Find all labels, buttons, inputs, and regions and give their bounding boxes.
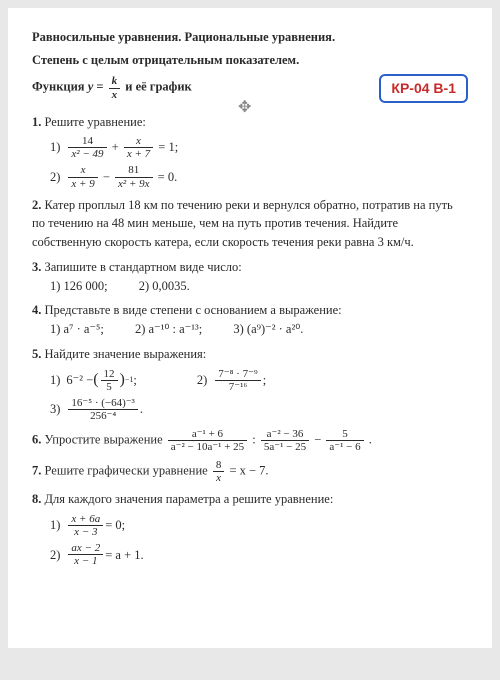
p8b-rhs: = a + 1. bbox=[105, 546, 143, 565]
problem-2: 2. Катер проплыл 18 км по течению реки и… bbox=[32, 196, 468, 252]
p1e2n1: x bbox=[81, 164, 86, 176]
p7-rhs: = x − 7. bbox=[229, 464, 268, 478]
p1-eq2: 2) xx + 9 − 81x² + 9x = 0. bbox=[50, 164, 468, 189]
problem-4: 4. Представьте в виде степени с основани… bbox=[32, 301, 468, 339]
p5bd: 7⁻¹⁶ bbox=[215, 381, 260, 393]
p5a-label: 1) bbox=[50, 371, 60, 390]
problem-7: 7. Решите графически уравнение 8x = x − … bbox=[32, 459, 468, 484]
func-frac: k x bbox=[109, 75, 121, 100]
func-suffix: и её график bbox=[125, 80, 191, 94]
worksheet-page: ✥ Равносильные уравнения. Рациональные у… bbox=[8, 8, 492, 648]
p8a: 1) x + 6ax − 3 = 0; bbox=[50, 513, 468, 538]
p3b: 2) 0,0035. bbox=[139, 279, 190, 293]
p6f1d: a⁻² − 10a⁻¹ + 25 bbox=[168, 441, 247, 453]
p1e1n2: x bbox=[136, 135, 141, 147]
p8an: x + 6a bbox=[71, 513, 100, 525]
p7fn: 8 bbox=[213, 459, 225, 472]
p4-num: 4. bbox=[32, 303, 41, 317]
p4a: 1) a⁷ · a⁻⁵; bbox=[50, 322, 104, 336]
p1-eq1-label: 1) bbox=[50, 138, 60, 157]
p5-num: 5. bbox=[32, 347, 41, 361]
p5aexp: −1 bbox=[125, 374, 134, 386]
func-k: k bbox=[112, 75, 118, 87]
title-line2: Степень с целым отрицательным показателе… bbox=[32, 51, 468, 70]
p1-eq2-label: 2) bbox=[50, 168, 60, 187]
p3-num: 3. bbox=[32, 260, 41, 274]
p8bd: x − 1 bbox=[74, 555, 97, 567]
p6-end: . bbox=[369, 432, 372, 446]
p5b-label: 2) bbox=[197, 371, 207, 390]
func-prefix: Функция bbox=[32, 80, 88, 94]
p1-text: Решите уравнение: bbox=[45, 115, 146, 129]
p5an: 12 bbox=[101, 368, 118, 381]
problem-5: 5. Найдите значение выражения: 1) 6⁻² − … bbox=[32, 345, 468, 422]
func-y: y bbox=[88, 80, 94, 94]
p4b: 2) a⁻¹⁰ : a⁻¹³; bbox=[135, 322, 202, 336]
p5b-end: ; bbox=[263, 371, 266, 390]
p5cn: 16⁻⁵ · (−64)⁻³ bbox=[68, 397, 137, 410]
p8a-label: 1) bbox=[50, 516, 60, 535]
p6f3n: 5 bbox=[326, 428, 363, 441]
p1-eq1: 1) 14x² − 49 + xx + 7 = 1; bbox=[50, 135, 468, 160]
p3-parts: 1) 126 000; 2) 0,0035. bbox=[50, 277, 468, 296]
p5bn: 7⁻⁸ · 7⁻⁹ bbox=[215, 368, 260, 381]
p5-text: Найдите значение выражения: bbox=[45, 347, 207, 361]
p1-num: 1. bbox=[32, 115, 41, 129]
p4c: 3) (a⁹)⁻² · a²⁰. bbox=[233, 322, 303, 336]
func-x: x bbox=[112, 89, 118, 101]
p6-num: 6. bbox=[32, 432, 41, 446]
p1e1n1: 14 bbox=[68, 135, 106, 148]
p1e2rhs: = 0. bbox=[158, 168, 178, 187]
p6-text: Упростите выражение bbox=[45, 432, 166, 446]
p8-num: 8. bbox=[32, 492, 41, 506]
p1e2d2: x² + 9x bbox=[118, 178, 150, 190]
p5ad: 5 bbox=[101, 381, 118, 393]
move-icon: ✥ bbox=[238, 96, 251, 120]
p1e1rhs: = 1; bbox=[158, 138, 178, 157]
p6f2n: a⁻² − 36 bbox=[261, 428, 309, 441]
p8b: 2) ax − 2x − 1 = a + 1. bbox=[50, 542, 468, 567]
p4-text: Представьте в виде степени с основанием … bbox=[45, 303, 342, 317]
p2-text: Катер проплыл 18 км по течению реки и ве… bbox=[32, 198, 453, 250]
p7-text: Решите графически уравнение bbox=[45, 464, 211, 478]
p5cd: 256⁻⁴ bbox=[68, 410, 137, 422]
p1e1d1: x² − 49 bbox=[71, 148, 103, 160]
p5c-end: . bbox=[140, 400, 143, 419]
p1e2n2: 81 bbox=[115, 164, 153, 177]
problem-6: 6. Упростите выражение a⁻¹ + 6a⁻² − 10a⁻… bbox=[32, 428, 468, 453]
p6-colon: : bbox=[252, 432, 259, 446]
p5c: 3) 16⁻⁵ · (−64)⁻³256⁻⁴ . bbox=[50, 397, 468, 422]
p5c-label: 3) bbox=[50, 400, 60, 419]
p1e2d1: x + 9 bbox=[71, 178, 94, 190]
p8b-label: 2) bbox=[50, 546, 60, 565]
p3-text: Запишите в стандартном виде число: bbox=[45, 260, 242, 274]
p8bn: ax − 2 bbox=[71, 542, 100, 554]
p7-num: 7. bbox=[32, 464, 41, 478]
p8a-rhs: = 0; bbox=[105, 516, 125, 535]
p7fd: x bbox=[216, 472, 221, 484]
title-line1: Равносильные уравнения. Рациональные ура… bbox=[32, 28, 468, 47]
p6f1n: a⁻¹ + 6 bbox=[168, 428, 247, 441]
p5a-end: ; bbox=[133, 371, 136, 390]
p8ad: x − 3 bbox=[74, 526, 97, 538]
p6-minus: − bbox=[314, 432, 324, 446]
p5a-pre: 6⁻² − bbox=[66, 371, 93, 390]
variant-badge: КР-04 В-1 bbox=[379, 74, 468, 103]
p8-text: Для каждого значения параметра a решите … bbox=[45, 492, 334, 506]
p4-parts: 1) a⁷ · a⁻⁵; 2) a⁻¹⁰ : a⁻¹³; 3) (a⁹)⁻² ·… bbox=[50, 320, 468, 339]
p2-num: 2. bbox=[32, 198, 41, 212]
p6f2d: 5a⁻¹ − 25 bbox=[261, 441, 309, 453]
p3a: 1) 126 000; bbox=[50, 279, 108, 293]
p6f3d: a⁻¹ − 6 bbox=[326, 441, 363, 453]
function-label: Функция y = k x и её график bbox=[32, 75, 192, 100]
func-eq: = bbox=[96, 80, 106, 94]
p5a: 1) 6⁻² − ( 125 )−1 ; 2) 7⁻⁸ · 7⁻⁹7⁻¹⁶ ; bbox=[50, 368, 468, 393]
problem-8: 8. Для каждого значения параметра a реши… bbox=[32, 490, 468, 567]
problem-1: 1. Решите уравнение: 1) 14x² − 49 + xx +… bbox=[32, 113, 468, 190]
p1e1d2: x + 7 bbox=[127, 148, 150, 160]
problem-3: 3. Запишите в стандартном виде число: 1)… bbox=[32, 258, 468, 296]
